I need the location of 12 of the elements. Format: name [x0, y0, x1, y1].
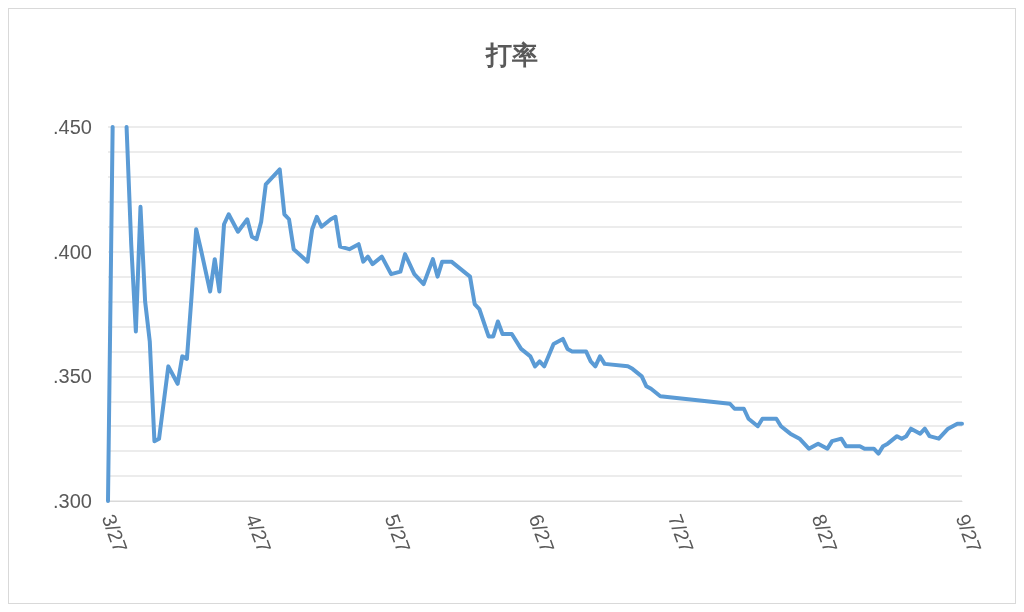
- y-tick-label: .400: [53, 240, 92, 263]
- x-tick-label: 9/27: [951, 511, 986, 556]
- x-tick-label: 3/27: [97, 511, 132, 556]
- y-tick-label: .300: [53, 490, 92, 512]
- x-tick-label: 7/27: [663, 511, 698, 556]
- x-tick-label: 6/27: [524, 511, 559, 556]
- x-tick-label: 4/27: [241, 511, 276, 556]
- x-tick-label: 5/27: [380, 511, 415, 556]
- x-tick-label: 8/27: [807, 511, 842, 556]
- y-tick-label: .350: [53, 365, 92, 388]
- y-tick-label: .450: [53, 116, 92, 138]
- chart-title: 打率: [485, 40, 538, 70]
